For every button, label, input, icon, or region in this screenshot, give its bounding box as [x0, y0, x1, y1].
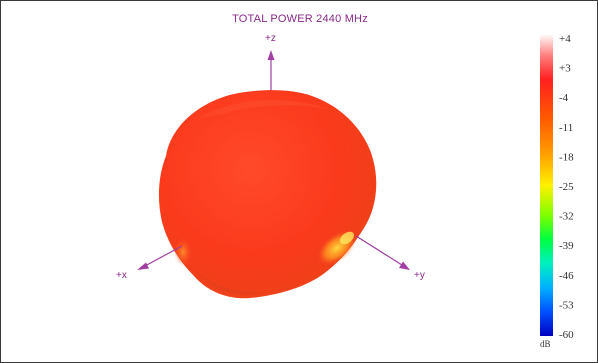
y-axis-line: [355, 235, 403, 266]
colorbar-unit-label: dB: [540, 339, 551, 349]
z-axis-arrow: [267, 50, 275, 60]
colorbar-tick-label: -4: [559, 92, 569, 104]
x-axis-arrow: [137, 262, 149, 270]
colorbar-tick-label: -25: [559, 181, 574, 193]
colorbar-tick-label: -60: [559, 329, 574, 341]
colorbar-tick-label: -32: [559, 211, 574, 223]
radiation-pattern-surface: [158, 90, 377, 299]
y-axis-label: +y: [414, 270, 425, 281]
z-axis-label: +z: [265, 33, 276, 44]
colorbar-tick-label: +3: [559, 63, 571, 75]
colorbar-tick-label: +4: [559, 33, 571, 45]
pattern-bottom-fold: [196, 272, 262, 295]
colorbar-tick-label: -18: [559, 151, 574, 163]
colorbar-tick-label: -53: [559, 299, 574, 311]
y-axis-arrow: [399, 261, 410, 270]
pattern-highlight-right-core: [339, 231, 355, 245]
colorbar-tick-label: -46: [559, 270, 574, 282]
colorbar-ticks: +4 +3 -4 -11 -18 -25 -32 -39 -46 -53 -60: [559, 33, 574, 341]
chart-title: TOTAL POWER 2440 MHz: [232, 13, 368, 25]
x-axis-line: [144, 245, 183, 267]
pattern-highlight-left: [174, 238, 192, 266]
colorbar-tick-label: -11: [559, 122, 573, 134]
pattern-top-shading: [200, 100, 330, 118]
colorbar: [540, 34, 553, 336]
colorbar-tick-label: -39: [559, 240, 574, 252]
x-axis-label: +x: [116, 270, 127, 281]
